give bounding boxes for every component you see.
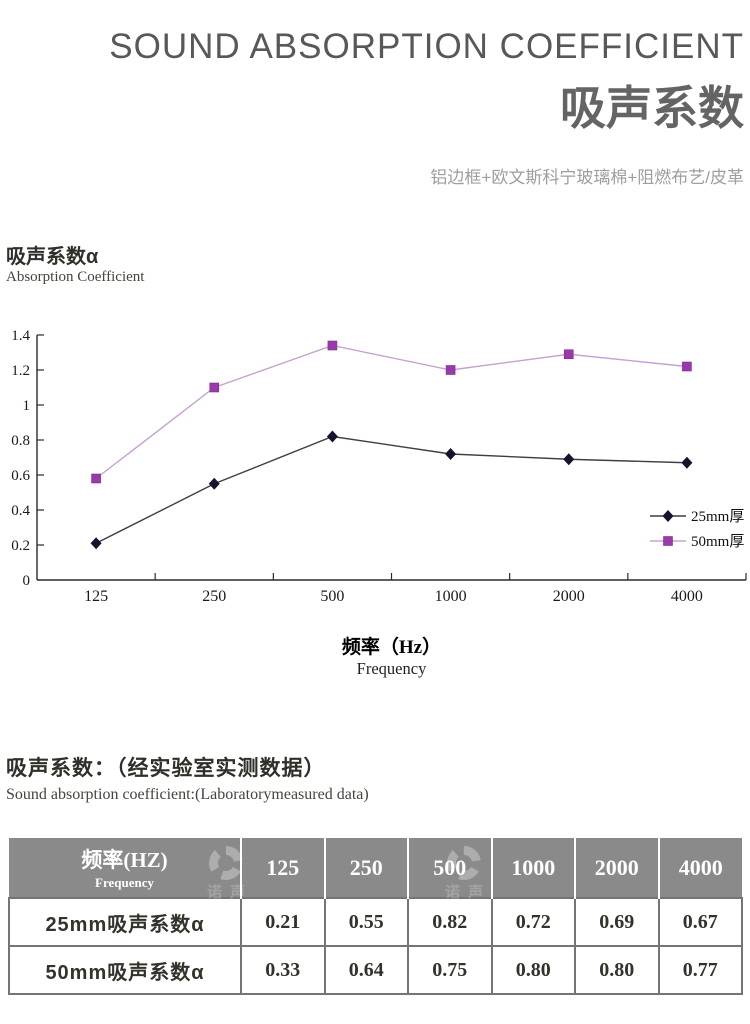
y-axis-title-en: Absorption Coefficient	[6, 269, 145, 285]
table-col-header: 250	[324, 838, 409, 898]
table-cell-value: 0.80	[574, 945, 660, 995]
page-subtitle: 铝边框+欧文斯科宁玻璃棉+阻燃布艺/皮革	[430, 168, 744, 187]
absorption-data-table: 频率(HZ) Frequency 125 250 500 1000 2000 4000 2…	[8, 838, 743, 995]
x-tick-label: 250	[202, 588, 226, 605]
y-tick-label: 0.2	[11, 538, 30, 554]
table-cell-value: 0.64	[323, 945, 409, 995]
table-row: 50mm吸声系数α 0.33 0.64 0.75 0.80 0.80 0.77	[8, 945, 743, 995]
x-axis-title-en: Frequency	[357, 659, 427, 678]
square-marker	[91, 473, 101, 484]
table-col-header: 2000	[575, 838, 660, 898]
table-cell-value: 0.67	[657, 897, 743, 947]
absorption-line-chart: 0 0.2 0.4 0.6 0.8 1 1.2 1.4 125 250 500 1000 2000 400…	[11, 328, 747, 678]
square-marker	[682, 361, 692, 372]
table-col-header: 4000	[658, 838, 742, 898]
diamond-marker	[445, 448, 457, 460]
table-row: 25mm吸声系数α 0.21 0.55 0.82 0.72 0.69 0.67	[8, 897, 743, 947]
y-tick-label: 0.4	[11, 503, 30, 519]
diamond-marker	[563, 453, 575, 466]
x-tick-label: 4000	[671, 588, 703, 605]
x-tick-label: 1000	[435, 588, 467, 605]
y-tick-label: 1.4	[11, 328, 30, 344]
diamond-marker	[208, 477, 220, 490]
square-marker	[209, 382, 220, 393]
diamond-marker	[326, 430, 338, 443]
y-tick-label: 1	[23, 398, 31, 414]
table-corner-header-zh: 频率(HZ)	[81, 848, 168, 872]
table-cell-value: 0.75	[407, 945, 493, 995]
page-title-zh: 吸声系数	[560, 82, 744, 134]
x-tick-label: 125	[84, 588, 108, 605]
series-line-50mm厚	[95, 344, 687, 480]
table-cell-value: 0.55	[323, 897, 409, 947]
table-corner-header-en: Frequency	[95, 875, 154, 890]
y-tick-label: 0.6	[11, 468, 30, 484]
table-col-header: 1000	[491, 838, 576, 898]
section-heading-en: Sound absorption coefficient:(Laboratory…	[6, 786, 369, 803]
square-marker	[327, 340, 338, 351]
table-cell-value: 0.82	[407, 897, 493, 947]
y-tick-label: 0	[23, 573, 31, 589]
table-col-header: 500	[408, 838, 493, 898]
page-title-en: SOUND ABSORPTION COEFFICIENT	[109, 27, 744, 66]
table-cell-value: 0.77	[657, 945, 743, 995]
legend-label: 25mm厚	[691, 509, 744, 525]
section-heading-zh: 吸声系数：（经实验室实测数据）	[6, 757, 326, 780]
table-cell-value: 0.72	[490, 897, 576, 947]
table-col-header: 125	[241, 838, 326, 898]
series-line-25mm厚	[95, 435, 687, 544]
y-tick-label: 1.2	[11, 363, 30, 379]
diamond-marker	[90, 537, 102, 550]
y-tick-label: 0.8	[11, 433, 30, 449]
table-corner-header: 频率(HZ) Frequency	[9, 838, 242, 898]
legend-label: 50mm厚	[691, 534, 744, 550]
table-cell-value: 0.33	[240, 945, 326, 995]
table-cell-value: 0.69	[574, 897, 660, 947]
square-marker	[445, 365, 456, 375]
table-row-label: 25mm吸声系数α	[8, 897, 242, 947]
table-header-row: 频率(HZ) Frequency 125 250 500 1000 2000 4000	[9, 838, 742, 898]
diamond-marker	[662, 510, 674, 522]
x-tick-label: 2000	[553, 588, 585, 605]
y-axis-title-zh: 吸声系数α	[6, 246, 99, 268]
diamond-marker	[681, 456, 693, 469]
square-marker	[663, 536, 673, 546]
x-axis-title-zh: 频率（Hz）	[342, 635, 441, 658]
x-tick-label: 500	[320, 588, 344, 605]
table-cell-value: 0.80	[490, 945, 576, 995]
table-cell-value: 0.21	[240, 897, 326, 947]
square-marker	[563, 349, 574, 360]
table-row-label: 50mm吸声系数α	[8, 945, 242, 995]
